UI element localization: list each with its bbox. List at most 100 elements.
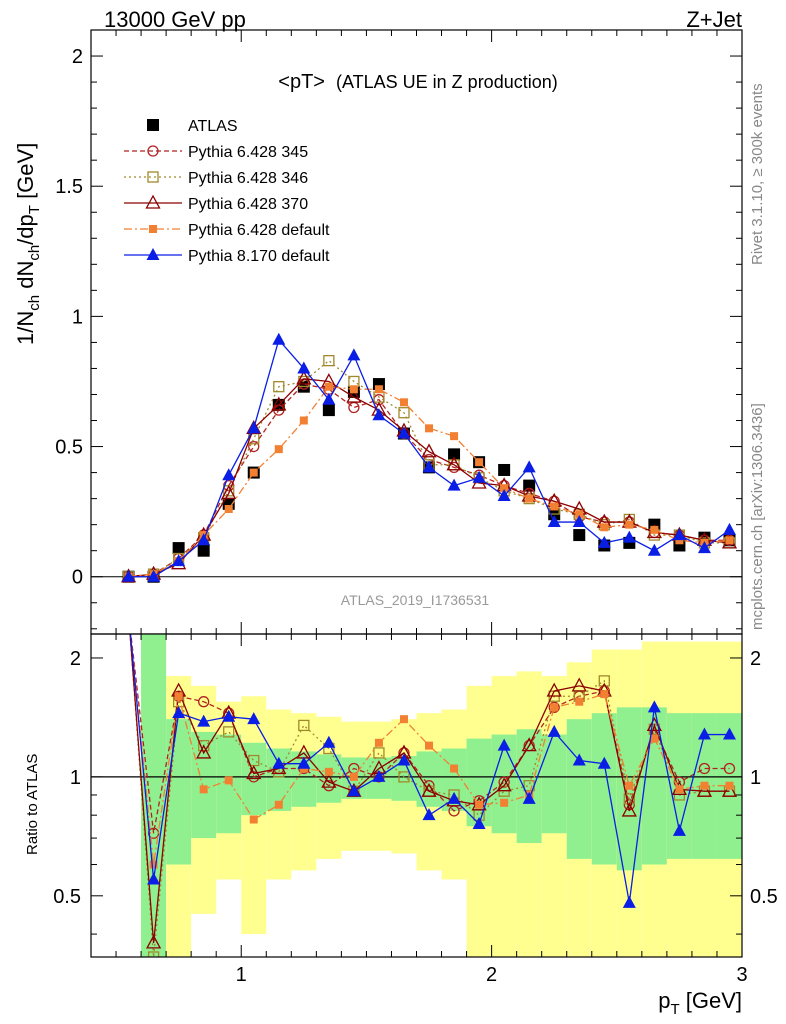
y-label-sub: ch xyxy=(26,245,43,261)
ratio-point-p8def xyxy=(547,724,561,737)
ratio-point-p8def xyxy=(697,727,711,740)
ratio-point-p6def xyxy=(199,785,208,794)
data-point-atlas xyxy=(322,404,335,417)
data-point-p6def xyxy=(625,520,634,529)
legend: ATLAS Pythia 6.428 345 Pythia 6.428 346 Pyt… xyxy=(124,118,330,265)
ratio-point-p8def xyxy=(447,791,461,804)
y-tick-label: 1.5 xyxy=(55,176,83,198)
legend-entry: Pythia 8.170 default xyxy=(124,248,330,265)
ratio-point-p8def xyxy=(322,735,336,748)
data-point-atlas xyxy=(573,529,586,542)
ratio-point-p8def xyxy=(197,714,211,727)
data-point-p6def xyxy=(249,468,258,477)
uncertainty-band-inner xyxy=(316,754,342,803)
ratio-point-p6def xyxy=(349,772,358,781)
data-point-p8def xyxy=(422,460,436,473)
ratio-point-p370 xyxy=(546,682,562,697)
y-label-part: /dp xyxy=(13,214,38,245)
ratio-point-p8def xyxy=(372,769,386,782)
data-point-p370 xyxy=(271,396,287,411)
legend-marker-p346 xyxy=(147,171,159,183)
data-point-p8def xyxy=(697,541,711,554)
chart-title: <pT> (ATLAS UE in Z production) xyxy=(278,71,557,93)
x-tick-label: 3 xyxy=(736,964,747,986)
data-point-p6def xyxy=(575,510,584,519)
ratio-point-p370 xyxy=(571,677,587,692)
legend-label: Pythia 6.428 345 xyxy=(188,144,308,161)
data-point-atlas xyxy=(172,542,185,555)
ratio-point-p345 xyxy=(723,762,736,775)
ratio-point-p6def xyxy=(575,697,584,706)
ratio-point-p8def xyxy=(397,753,411,766)
y-tick-label: 1 xyxy=(72,306,83,328)
data-point-p6def xyxy=(224,505,233,514)
y-axis-label: 1/Nch dNch/dpT [GeV] xyxy=(13,143,43,345)
ratio-point-p345 xyxy=(198,696,210,708)
ratio-point-p8def xyxy=(522,791,536,804)
legend-marker-atlas xyxy=(147,119,159,131)
data-point-p8def xyxy=(647,543,661,556)
ratio-point-p6def xyxy=(274,800,283,809)
data-point-p346 xyxy=(323,354,335,367)
ratio-point-p6def xyxy=(550,703,559,712)
ratio-point-p6def xyxy=(650,734,659,743)
ratio-point-p370 xyxy=(421,782,437,797)
ratio-point-p6def xyxy=(174,692,183,701)
data-point-atlas xyxy=(498,463,511,476)
ratio-point-p8def xyxy=(472,816,486,829)
x-label-part: [GeV] xyxy=(680,988,742,1013)
ratio-point-p6def xyxy=(324,767,333,776)
data-point-p8def xyxy=(522,460,536,473)
ratio-point-p6def xyxy=(625,781,634,790)
series-line-p8def xyxy=(128,338,730,578)
y-label-part: dN xyxy=(13,261,38,295)
data-point-p6def xyxy=(374,385,383,394)
ratio-point-p6def xyxy=(675,785,684,794)
data-point-p6def xyxy=(450,432,459,441)
data-point-p6def xyxy=(650,525,659,534)
data-point-p8def xyxy=(272,332,286,345)
ratio-y-axis-label: Ratio to ATLAS xyxy=(24,754,41,855)
y-label-part: [GeV] xyxy=(13,143,38,205)
uncertainty-band-inner xyxy=(566,719,592,859)
data-point-p6def xyxy=(500,484,509,493)
y-tick-label: 2 xyxy=(72,46,83,68)
rivet-version-label: Rivet 3.1.10, ≥ 300k events xyxy=(749,83,766,265)
data-point-p8def xyxy=(247,421,261,434)
data-point-p8def xyxy=(472,470,486,483)
data-point-p346 xyxy=(398,407,410,419)
ratio-point-p8def xyxy=(722,727,736,740)
ratio-point-p8def xyxy=(572,753,586,766)
ratio-point-p6def xyxy=(374,738,383,747)
data-point-p8def xyxy=(497,489,511,502)
data-point-p8def xyxy=(222,468,236,481)
data-point-p345 xyxy=(248,440,260,453)
data-point-p6def xyxy=(600,523,609,532)
data-point-p8def xyxy=(372,408,386,421)
legend-label: Pythia 8.170 default xyxy=(188,248,330,265)
main-panel: 0 0.5 1 1.5 2 xyxy=(55,29,743,635)
data-point-p370 xyxy=(346,388,362,403)
data-point-p6def xyxy=(725,536,734,545)
ratio-point-p6def xyxy=(224,776,233,785)
ratio-point-p8def xyxy=(622,895,636,908)
legend-marker-p370 xyxy=(145,194,161,209)
legend-entry: ATLAS xyxy=(147,118,238,135)
legend-label: Pythia 6.428 default xyxy=(188,222,330,239)
series-line-p346 xyxy=(128,359,730,578)
ratio-y-tick-label: 0.5 xyxy=(53,886,81,908)
ratio-point-p370 xyxy=(621,802,637,817)
data-point-p6def xyxy=(324,382,333,391)
ratio-point-p6def xyxy=(725,781,734,790)
legend-label: ATLAS xyxy=(188,118,238,135)
series-p345 xyxy=(122,378,736,583)
ratio-point-p370 xyxy=(721,782,738,797)
data-point-p8def xyxy=(597,535,611,548)
series-p8def xyxy=(122,332,736,582)
ratio-point-p8def xyxy=(297,756,311,769)
ratio-point-p370 xyxy=(696,782,713,797)
ratio-point-p346 xyxy=(373,747,385,759)
legend-label: Pythia 6.428 370 xyxy=(188,196,308,213)
ratio-point-p8def xyxy=(672,823,686,836)
